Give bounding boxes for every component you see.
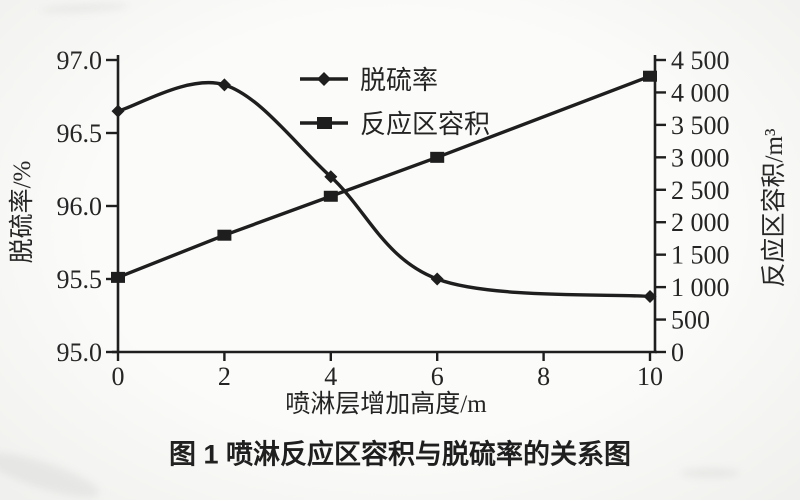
left-axis-tick-label: 97.0 — [57, 46, 103, 75]
right-axis-tick-label: 4 500 — [671, 46, 730, 75]
figure-caption: 图 1 喷淋反应区容积与脱硫率的关系图 — [168, 439, 632, 470]
legend-label-desulfurization: 脱硫率 — [360, 66, 439, 95]
reaction-zone-volume-point-square — [111, 271, 125, 283]
right-axis-tick-label: 1 500 — [671, 241, 730, 270]
x-axis-title: 喷淋层增加高度/m — [285, 391, 487, 418]
right-axis-tick-label: 2 500 — [671, 176, 730, 205]
x-axis-tick-label: 4 — [324, 362, 337, 391]
left-axis-tick-label: 96.0 — [57, 192, 103, 221]
right-axis-tick-label: 500 — [671, 306, 710, 335]
x-axis-tick-label: 6 — [431, 362, 444, 391]
right-axis-tick-label: 3 500 — [671, 111, 730, 140]
desulfurization-rate-point-diamond — [643, 290, 657, 304]
right-axis-tick-label: 2 000 — [671, 208, 730, 237]
legend-label-volume: 反应区容积 — [360, 110, 491, 139]
right-axis-tick-label: 4 000 — [671, 78, 730, 107]
left-axis-title: 脱硫率/% — [9, 160, 36, 264]
x-axis-tick-label: 8 — [537, 362, 550, 391]
reaction-zone-volume-point-square — [323, 190, 338, 202]
right-axis-tick-label: 0 — [671, 338, 684, 367]
left-axis-tick-label: 96.5 — [57, 119, 103, 148]
right-axis-tick-label: 1 000 — [671, 273, 730, 302]
x-axis-tick-label: 0 — [112, 362, 125, 391]
desulfurization-rate-point-diamond — [217, 78, 231, 92]
reaction-zone-volume-point-square — [643, 70, 657, 82]
desulfurization-rate-point-diamond — [430, 272, 444, 286]
desulfurization-rate-point-diamond — [324, 170, 338, 184]
left-axis-tick-label: 95.5 — [57, 265, 103, 294]
desulfurization-rate-point-diamond — [111, 104, 125, 118]
x-axis-tick-label: 10 — [637, 362, 663, 391]
right-axis-tick-label: 3 000 — [671, 143, 730, 172]
legend: 脱硫率 反应区容积 — [298, 60, 490, 141]
desulfurization-rate-line — [116, 81, 652, 299]
square-marker — [300, 116, 348, 129]
left-axis-tick-label: 95.0 — [57, 338, 103, 367]
right-axis-title: 反应区容积/m³ — [761, 128, 788, 288]
legend-entry-volume: 反应区容积 — [298, 104, 490, 141]
x-axis-tick-label: 2 — [218, 362, 231, 391]
reaction-zone-volume-point-square — [430, 151, 445, 163]
diamond-marker — [300, 71, 348, 86]
reaction-zone-volume-point-square — [217, 229, 232, 241]
legend-entry-desulfurization: 脱硫率 — [298, 60, 490, 97]
